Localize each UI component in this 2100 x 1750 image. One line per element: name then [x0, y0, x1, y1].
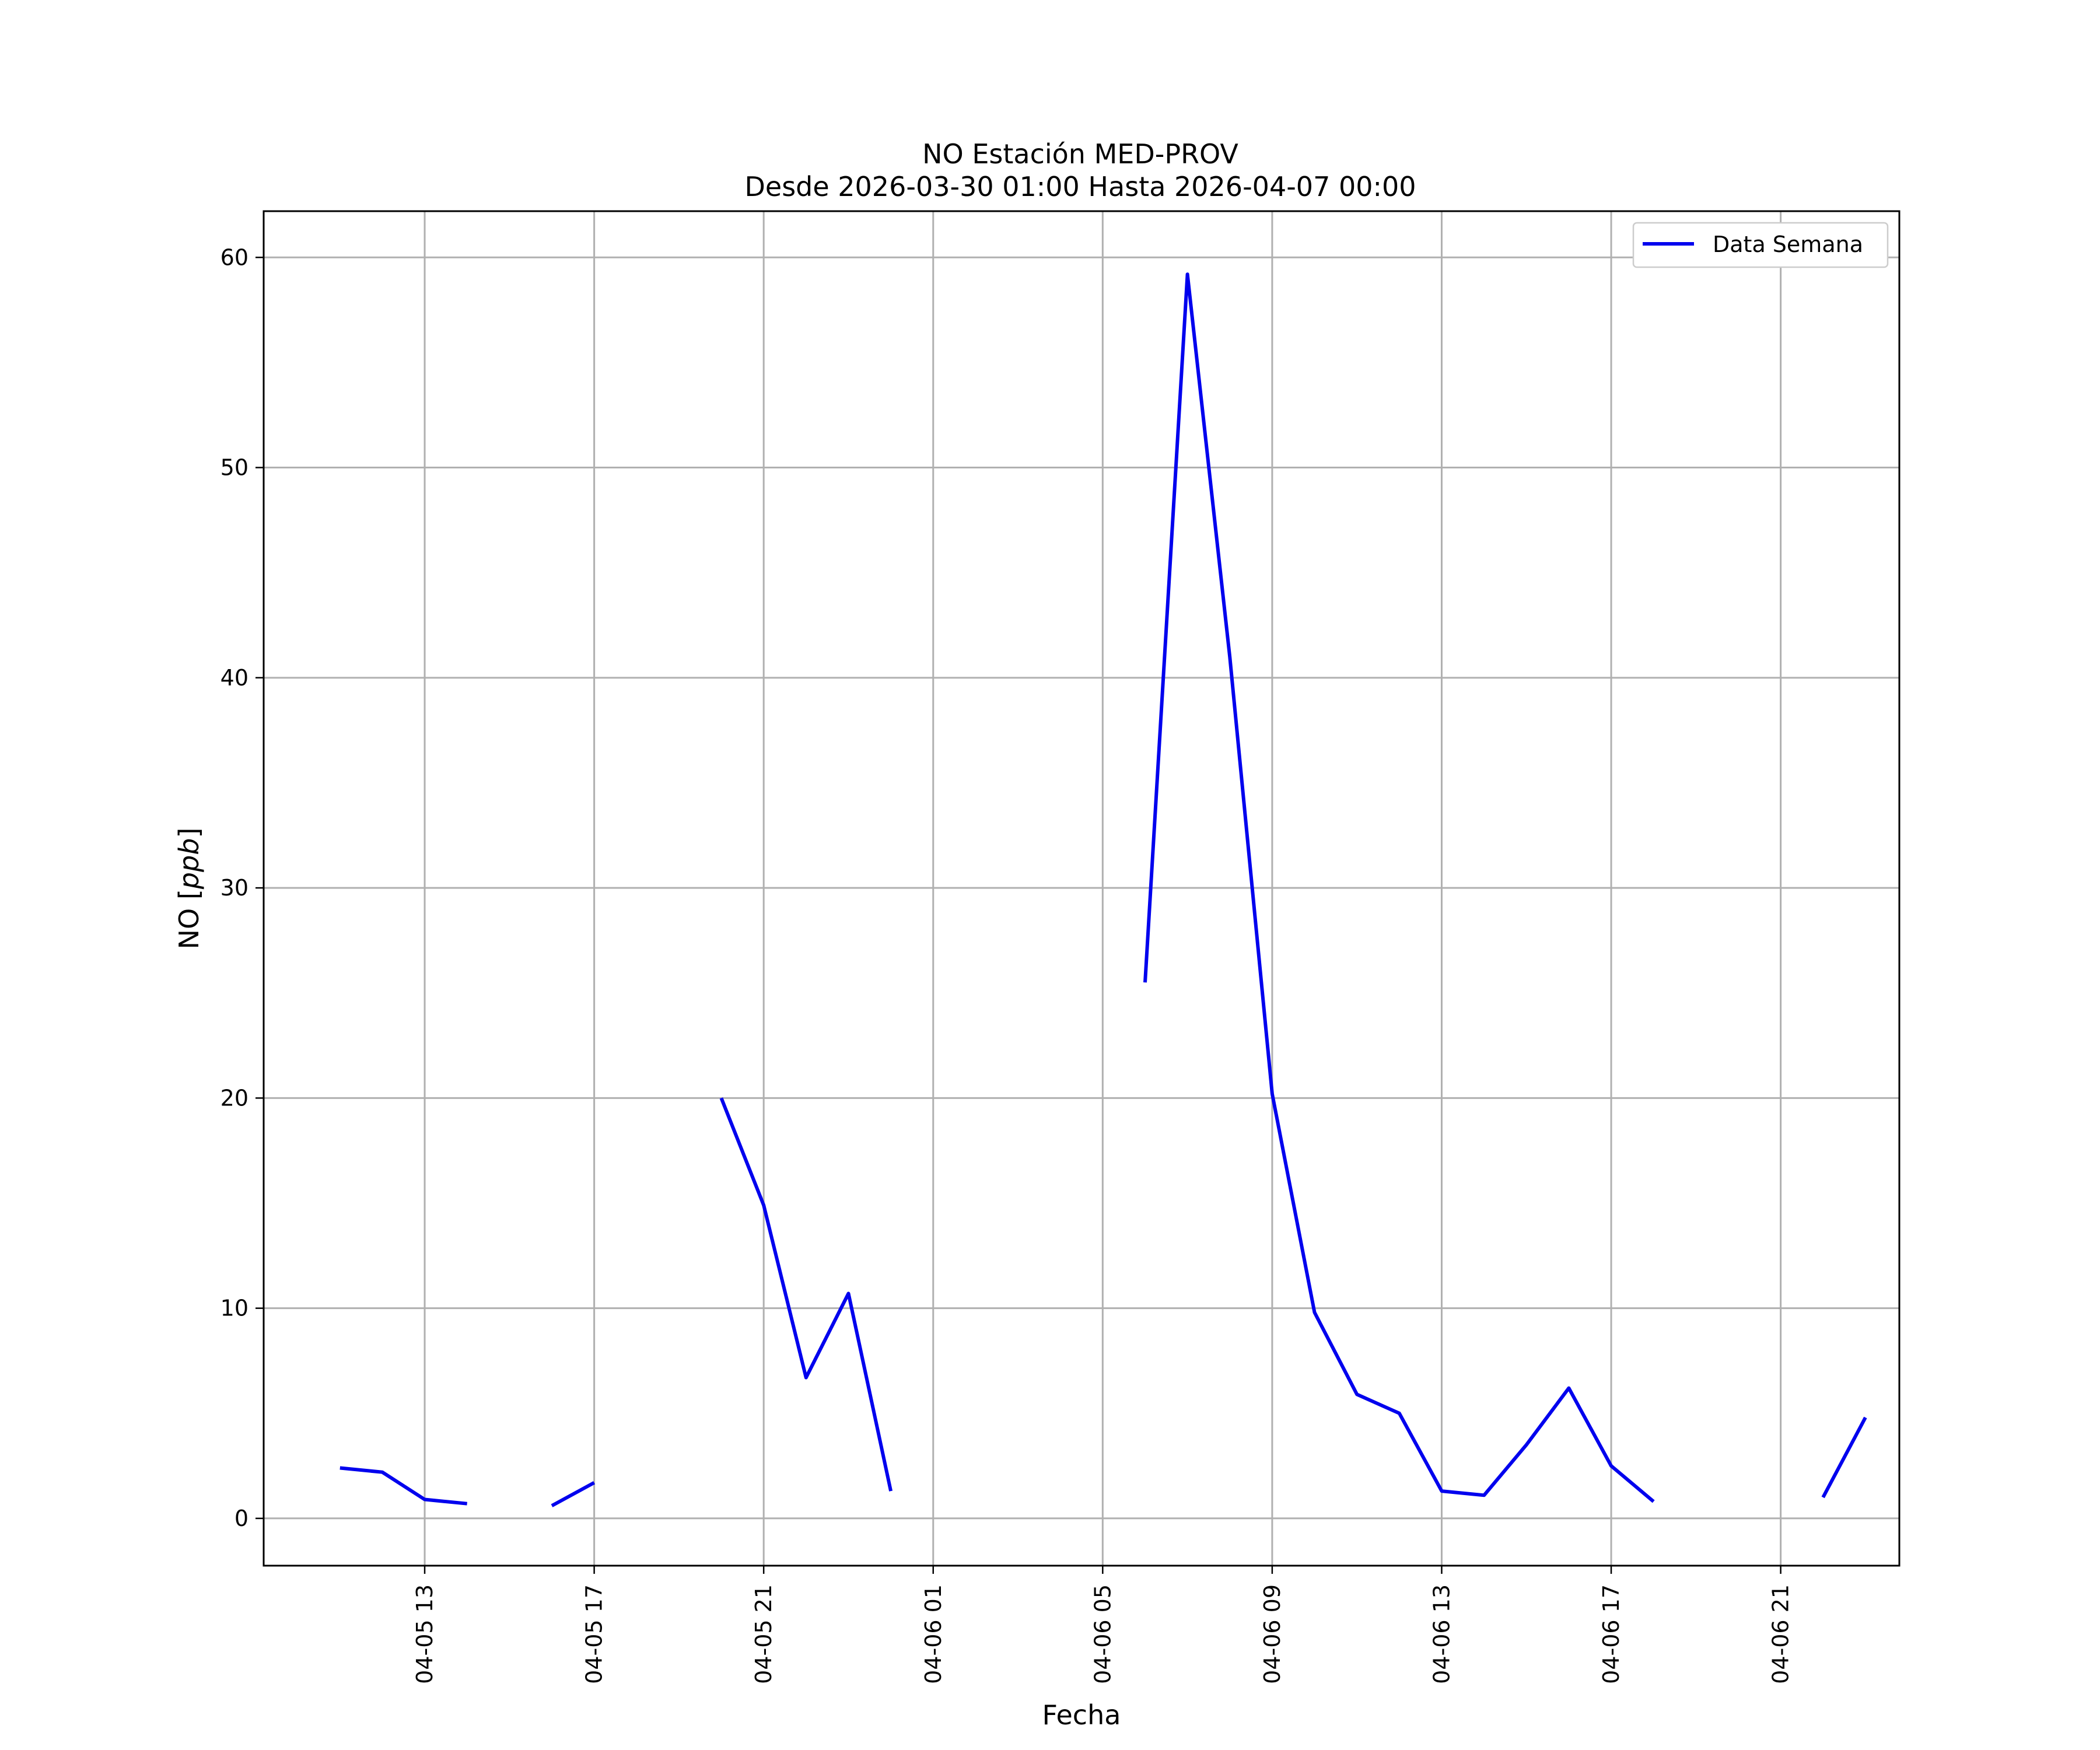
chart-subtitle: Desde 2026-03-30 01:00 Hasta 2026-04-07 … [744, 171, 1416, 202]
x-tick-label: 04-05 13 [412, 1584, 438, 1684]
y-axis-label: NO [ppb] [173, 828, 205, 950]
series-line-segment [1821, 1416, 1867, 1499]
x-tick-label: 04-05 17 [582, 1584, 607, 1684]
data-layer [340, 272, 1867, 1507]
x-tick-label: 04-06 01 [921, 1584, 946, 1684]
x-tick-label: 04-06 05 [1090, 1584, 1115, 1684]
y-tick-label: 40 [220, 665, 249, 691]
y-tick-label: 50 [220, 455, 249, 481]
series-line-segment [551, 1481, 596, 1507]
grid-layer [264, 211, 1899, 1566]
legend-label-data-semana: Data Semana [1713, 232, 1863, 257]
y-tick-label: 30 [220, 875, 249, 901]
ticks-layer: 0 10 20 30 40 50 60 04-05 13 04-05 17 04-05 21 04-… [220, 244, 1794, 1684]
x-tick-label: 04-06 09 [1259, 1584, 1285, 1684]
x-tick-label: 04-05 21 [751, 1584, 776, 1684]
x-axis-label: Fecha [1042, 1699, 1121, 1731]
legend: Data Semana [1632, 222, 1889, 268]
legend-frame [1632, 222, 1889, 268]
y-tick-label: 20 [220, 1085, 249, 1111]
series-line-segment [719, 1097, 893, 1492]
y-axis-label-main: NO [ [173, 889, 205, 949]
y-tick-label: 0 [235, 1506, 249, 1531]
series-line-segment [1143, 272, 1655, 1503]
chart-title: NO Estación MED-PROV [922, 138, 1238, 170]
y-tick-label: 10 [220, 1296, 249, 1321]
y-tick-label: 60 [220, 244, 249, 270]
x-tick-label: 04-06 17 [1598, 1584, 1624, 1684]
y-axis-label-unit: ppb [173, 838, 205, 890]
y-axis-label-close: ] [173, 828, 205, 838]
series-line-segment [340, 1466, 467, 1506]
x-tick-label: 04-06 21 [1768, 1584, 1794, 1684]
x-tick-label: 04-06 13 [1429, 1584, 1454, 1684]
